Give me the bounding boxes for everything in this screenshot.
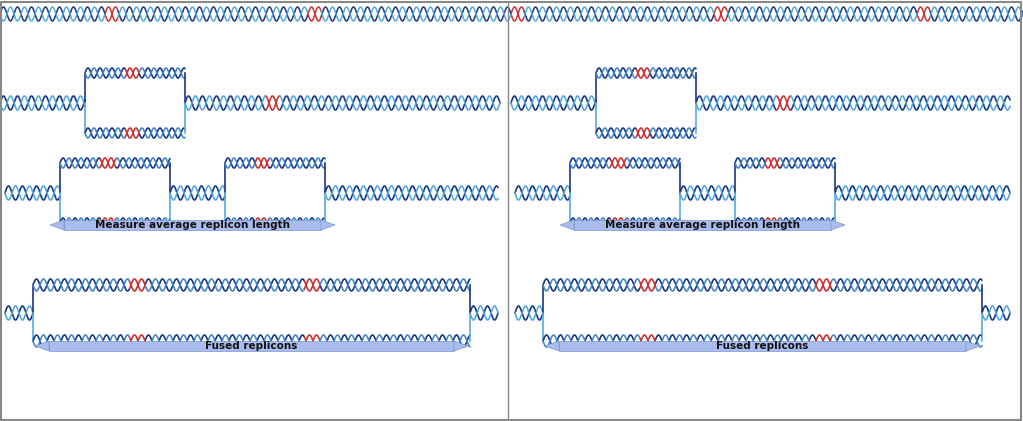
Bar — [49, 341, 454, 351]
Bar — [559, 341, 966, 351]
Text: Fused replicons: Fused replicons — [206, 341, 298, 351]
Polygon shape — [35, 341, 49, 351]
Bar — [574, 220, 831, 230]
Text: Fused replicons: Fused replicons — [716, 341, 809, 351]
Polygon shape — [454, 341, 468, 351]
Polygon shape — [545, 341, 559, 351]
Text: Measure average replicon length: Measure average replicon length — [605, 220, 800, 230]
Bar — [64, 220, 321, 230]
Polygon shape — [560, 220, 574, 230]
Polygon shape — [321, 220, 335, 230]
Polygon shape — [831, 220, 845, 230]
Text: Measure average replicon length: Measure average replicon length — [95, 220, 290, 230]
Polygon shape — [50, 220, 64, 230]
Polygon shape — [966, 341, 980, 351]
